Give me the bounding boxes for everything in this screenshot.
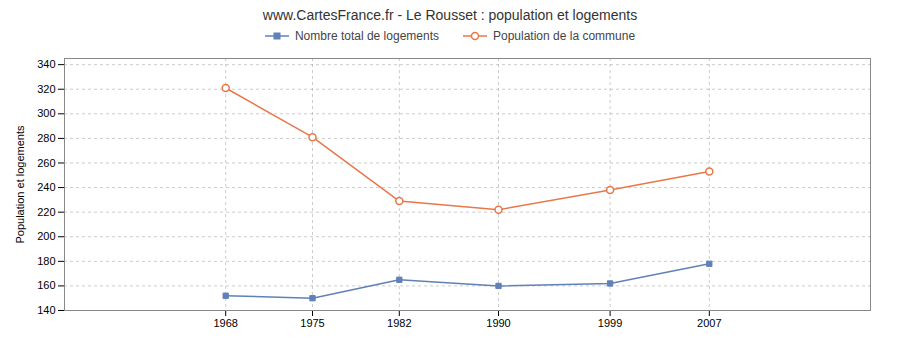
html-text:www.CartesFrance.fr - Le Rouss: www.CartesFrance.fr - Le Rousset : popul… <box>262 7 638 23</box>
svg-text:Population et logements: Population et logements <box>14 125 26 244</box>
svg-text:160: 160 <box>37 279 55 291</box>
svg-text:1968: 1968 <box>213 317 237 329</box>
html-text:Population de la commune: Population de la commune <box>493 29 636 43</box>
svg-text:1982: 1982 <box>387 317 411 329</box>
svg-text:180: 180 <box>37 255 55 267</box>
svg-text:1990: 1990 <box>486 317 510 329</box>
svg-text:220: 220 <box>37 206 55 218</box>
svg-text:280: 280 <box>37 132 55 144</box>
svg-text:2007: 2007 <box>697 317 721 329</box>
svg-text:200: 200 <box>37 230 55 242</box>
html-text:Nombre total de logements: Nombre total de logements <box>294 29 439 43</box>
svg-text:340: 340 <box>37 58 55 70</box>
svg-text:260: 260 <box>37 157 55 169</box>
svg-text:1975: 1975 <box>300 317 324 329</box>
svg-text:320: 320 <box>37 83 55 95</box>
svg-text:1999: 1999 <box>598 317 622 329</box>
svg-text:140: 140 <box>37 304 55 316</box>
svg-text:240: 240 <box>37 181 55 193</box>
svg-text:300: 300 <box>37 107 55 119</box>
